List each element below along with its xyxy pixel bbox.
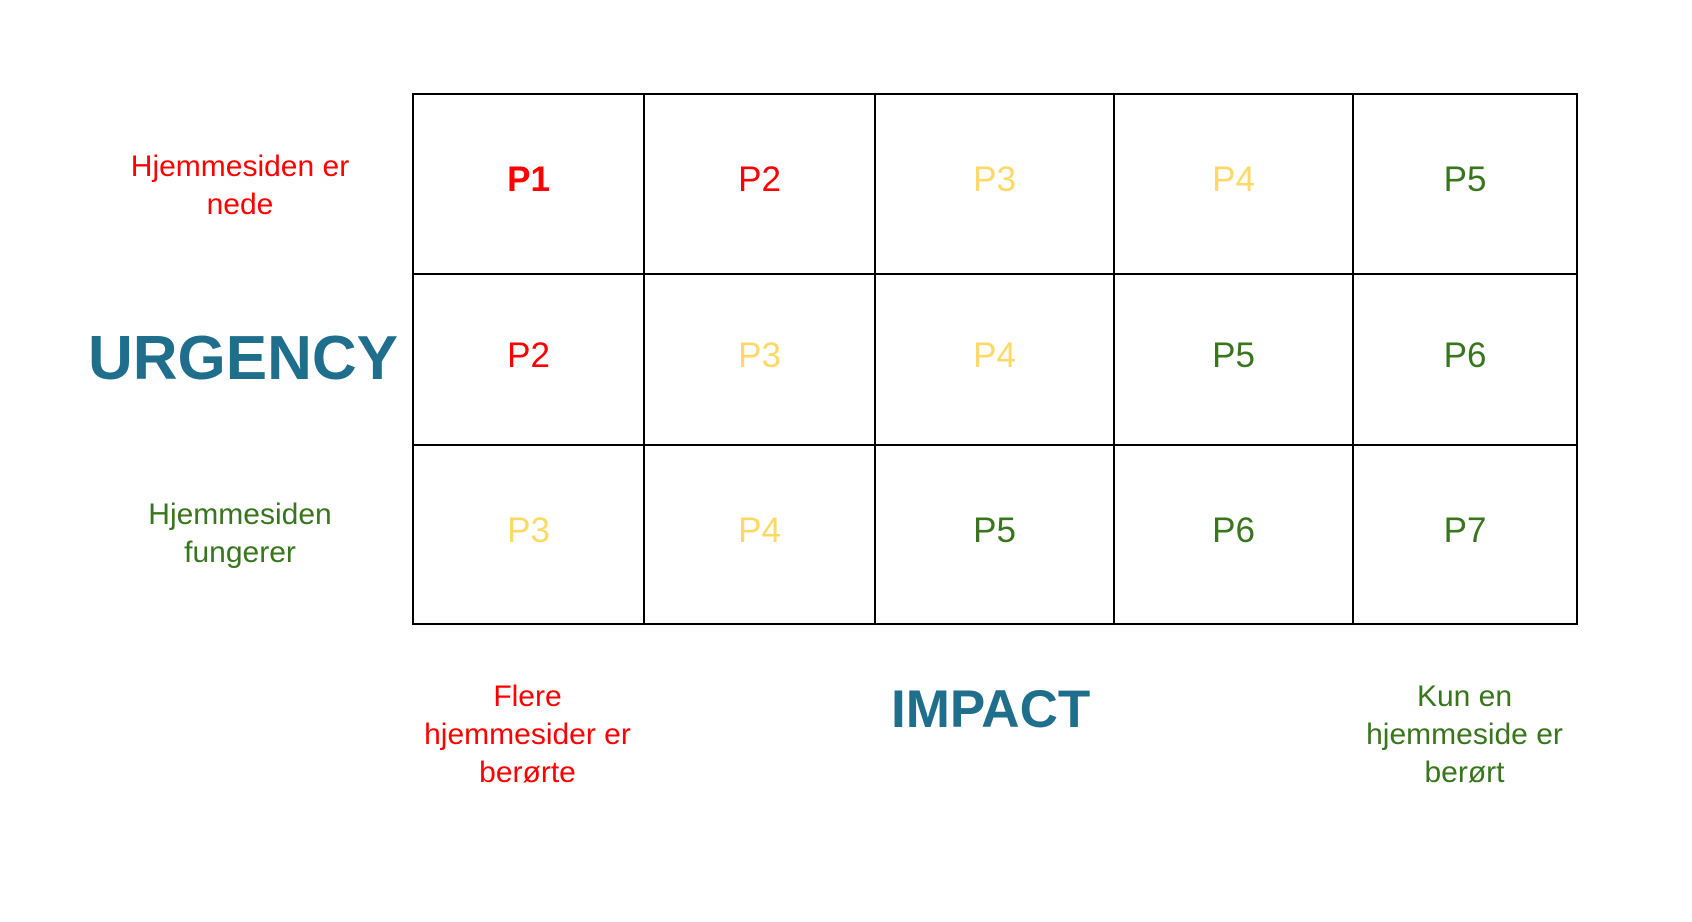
matrix-cell: P5 [1115, 275, 1354, 446]
matrix-cell: P4 [645, 446, 876, 623]
matrix-cell: P4 [1115, 95, 1354, 275]
urgency-high-label: Hjemmesiden er nede [130, 150, 350, 221]
impact-low-label: Kun en hjemmeside er berørt [1366, 680, 1563, 789]
matrix-cell: P6 [1115, 446, 1354, 623]
matrix-cell: P7 [1443, 510, 1487, 550]
matrix-cell: P6 [1354, 275, 1576, 446]
impact-high-label: Flere hjemmesider er berørte [424, 680, 631, 789]
urgency-low-label: Hjemmesiden fungerer [148, 498, 332, 569]
matrix-cell: P5 [876, 446, 1115, 623]
matrix-cell: P4 [876, 275, 1115, 446]
matrix-cell: P3 [645, 275, 876, 446]
priority-matrix: P1 P2 P3 P4 P5 P2 P3 P4 P5 P6 P3 P4 P5 P… [412, 93, 1578, 625]
matrix-cell: P3 [414, 446, 645, 623]
matrix-cell: P2 [414, 275, 645, 446]
matrix-cell: P1 [414, 95, 645, 275]
urgency-axis-title: URGENCY [88, 324, 399, 393]
matrix-cell: P2 [645, 95, 876, 275]
matrix-cell: P3 [876, 95, 1115, 275]
matrix-cell: P5 [1354, 95, 1576, 275]
impact-axis-title: IMPACT [891, 680, 1091, 739]
